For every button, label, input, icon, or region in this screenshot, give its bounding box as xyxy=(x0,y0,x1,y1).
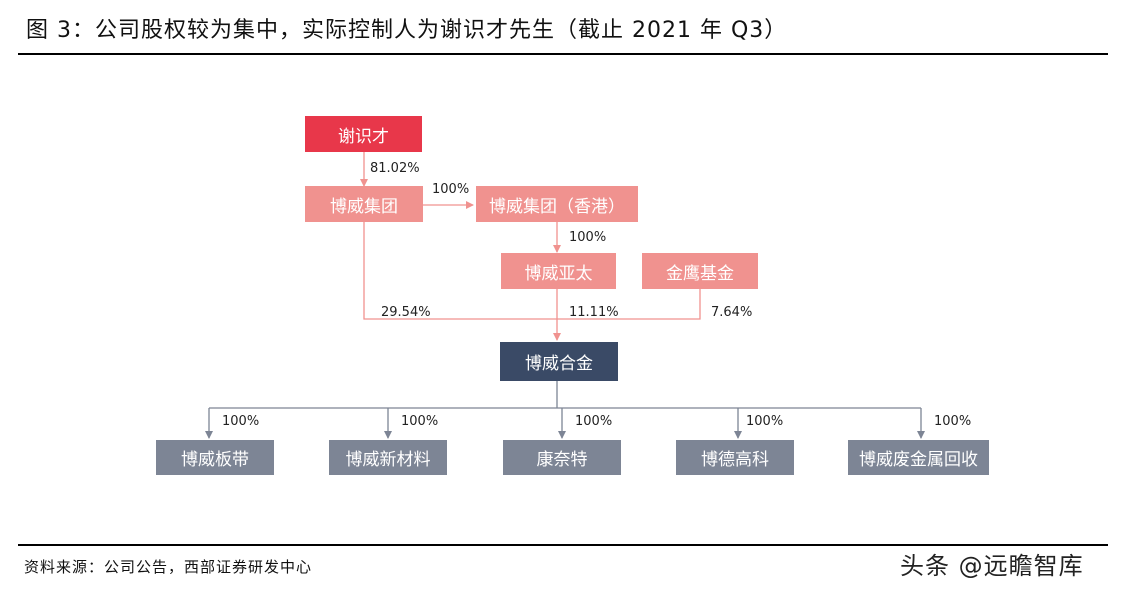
stake-group-alloy: 29.54% xyxy=(381,305,431,320)
node-group-hk: 博威集团（香港） xyxy=(476,186,638,222)
node-sub2: 博威新材料 xyxy=(329,440,447,475)
node-group: 博威集团 xyxy=(305,186,423,222)
node-alloy: 博威合金 xyxy=(500,342,618,381)
watermark: 头条 @远瞻智库 xyxy=(900,552,1084,580)
stake-hk-asia: 100% xyxy=(569,230,607,245)
node-sub5: 博威废金属回收 xyxy=(848,440,989,475)
stake-sub4: 100% xyxy=(746,414,784,429)
node-asia: 博威亚太 xyxy=(501,253,616,289)
stake-asia-alloy: 11.11% xyxy=(569,305,619,320)
figure-title: 图 3：公司股权较为集中，实际控制人为谢识才先生（截止 2021 年 Q3） xyxy=(26,18,788,43)
edge-jinying-merge xyxy=(557,289,701,320)
source-note: 资料来源：公司公告，西部证券研发中心 xyxy=(24,558,313,576)
stake-sub3: 100% xyxy=(575,414,613,429)
node-jinying: 金鹰基金 xyxy=(642,253,758,289)
top-rule xyxy=(18,53,1108,55)
node-sub4: 博德高科 xyxy=(676,440,794,475)
stake-sub1: 100% xyxy=(222,414,260,429)
stake-xie-group: 81.02% xyxy=(370,161,420,176)
bottom-rule xyxy=(18,544,1108,546)
node-sub1: 博威板带 xyxy=(156,440,274,475)
stake-sub2: 100% xyxy=(401,414,439,429)
stake-sub5: 100% xyxy=(934,414,972,429)
node-xie: 谢识才 xyxy=(305,116,422,152)
stake-jinying-alloy: 7.64% xyxy=(711,305,753,320)
node-sub3: 康奈特 xyxy=(503,440,621,475)
stake-group-hk: 100% xyxy=(432,182,470,197)
edge-group-merge xyxy=(363,222,557,320)
